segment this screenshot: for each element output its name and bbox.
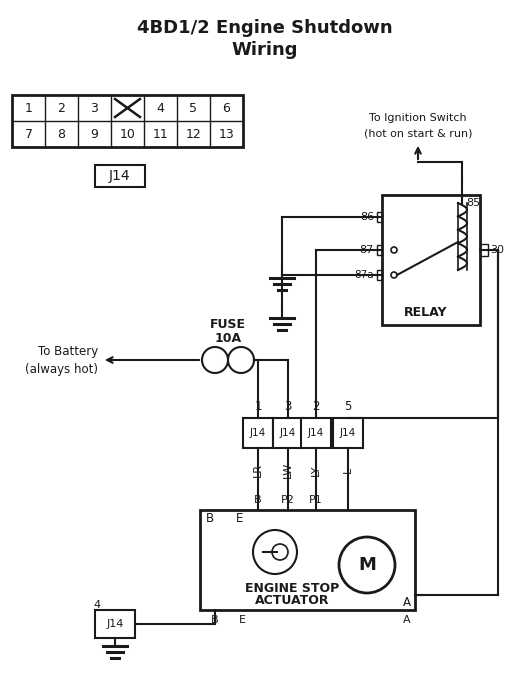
Bar — [480, 244, 488, 256]
Text: 4BD1/2 Engine Shutdown: 4BD1/2 Engine Shutdown — [137, 19, 393, 37]
Bar — [377, 212, 382, 222]
Text: L: L — [343, 467, 353, 473]
Text: 5: 5 — [344, 400, 352, 413]
Bar — [301, 418, 331, 448]
Text: LY: LY — [311, 464, 321, 476]
Text: E: E — [238, 615, 245, 625]
Text: RELAY: RELAY — [404, 307, 448, 319]
Bar — [95, 165, 145, 187]
Text: 5: 5 — [190, 102, 198, 115]
Text: M: M — [358, 556, 376, 574]
Bar — [200, 510, 415, 610]
Bar — [12, 95, 243, 147]
Text: 2: 2 — [312, 400, 320, 413]
Text: A: A — [403, 596, 411, 608]
Text: 8: 8 — [57, 127, 65, 141]
Text: J14: J14 — [250, 428, 266, 438]
Text: 6: 6 — [222, 102, 230, 115]
Circle shape — [253, 530, 297, 574]
Text: FUSE: FUSE — [210, 318, 246, 332]
Text: LW: LW — [283, 462, 293, 478]
Text: J14: J14 — [308, 428, 324, 438]
Text: (always hot): (always hot) — [25, 363, 98, 375]
Text: To Battery: To Battery — [38, 344, 98, 358]
Circle shape — [228, 347, 254, 373]
Text: 87: 87 — [359, 245, 374, 255]
Text: 3: 3 — [91, 102, 98, 115]
Text: E: E — [236, 512, 244, 524]
Text: 86: 86 — [360, 212, 374, 222]
Bar — [382, 195, 480, 325]
Text: J14: J14 — [106, 619, 124, 629]
Text: 7: 7 — [24, 127, 32, 141]
Text: J14: J14 — [109, 169, 131, 183]
Text: J14: J14 — [280, 428, 296, 438]
Text: J14: J14 — [340, 428, 356, 438]
Text: 2: 2 — [57, 102, 65, 115]
Bar — [273, 418, 303, 448]
Text: 12: 12 — [186, 127, 201, 141]
Text: ACTUATOR: ACTUATOR — [255, 594, 330, 606]
Circle shape — [202, 347, 228, 373]
Text: 9: 9 — [91, 127, 98, 141]
Text: 1: 1 — [254, 400, 262, 413]
Circle shape — [339, 537, 395, 593]
Bar — [95, 610, 135, 638]
Text: LR: LR — [253, 463, 263, 477]
Bar — [377, 245, 382, 255]
Text: 10A: 10A — [215, 332, 242, 344]
Text: 13: 13 — [219, 127, 234, 141]
Bar — [377, 270, 382, 280]
Text: 11: 11 — [152, 127, 168, 141]
Text: (hot on start & run): (hot on start & run) — [364, 128, 472, 138]
Text: Wiring: Wiring — [232, 41, 298, 59]
Bar — [333, 418, 363, 448]
Text: P2: P2 — [281, 495, 295, 505]
Circle shape — [272, 544, 288, 560]
Text: 1: 1 — [24, 102, 32, 115]
Text: 4: 4 — [157, 102, 165, 115]
Text: 4: 4 — [93, 600, 100, 610]
Text: 85: 85 — [466, 198, 480, 208]
Text: P1: P1 — [309, 495, 323, 505]
Text: ENGINE STOP: ENGINE STOP — [245, 582, 340, 594]
Text: 30: 30 — [490, 245, 504, 255]
Text: B: B — [254, 495, 262, 505]
Text: B: B — [211, 615, 219, 625]
Text: A: A — [403, 615, 411, 625]
Text: 10: 10 — [119, 127, 135, 141]
Text: 87a: 87a — [354, 270, 374, 280]
Bar — [243, 418, 273, 448]
Text: To Ignition Switch: To Ignition Switch — [369, 113, 467, 123]
Text: 3: 3 — [284, 400, 292, 413]
Text: B: B — [206, 512, 214, 524]
